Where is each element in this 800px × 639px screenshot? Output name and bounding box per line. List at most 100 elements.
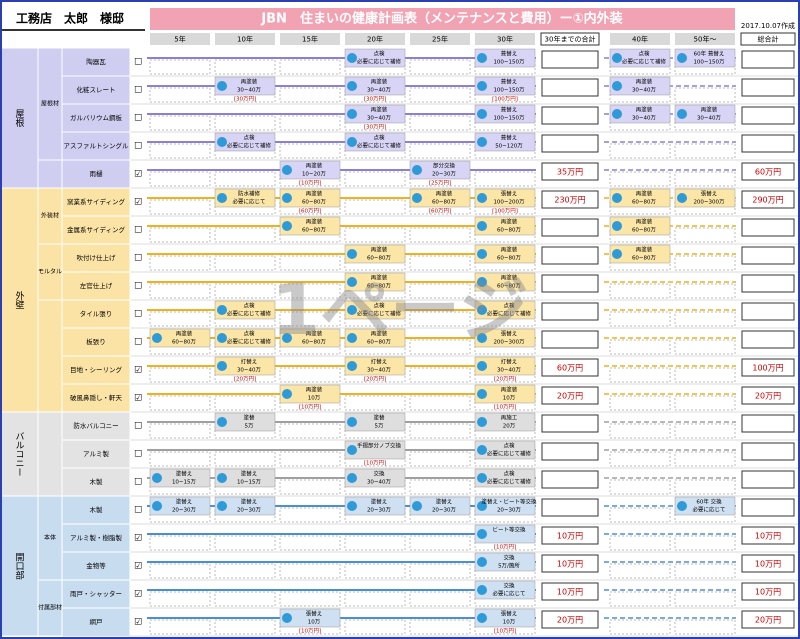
work-box: [344, 300, 406, 320]
work-box: [474, 48, 536, 68]
cell-note-box: [344, 199, 406, 215]
row-check: ☐: [134, 338, 142, 348]
sum30-box: [541, 386, 599, 405]
work: 60年 葺替え: [694, 50, 725, 58]
work-cost: 必要に応じて: [692, 506, 725, 514]
total-box: [741, 414, 795, 433]
column-header-bg: [610, 33, 670, 45]
work: 葺替え: [501, 134, 518, 142]
row-label: 窯業系サイディング: [67, 197, 126, 206]
work: 塗替: [373, 414, 385, 422]
work: 再塗装: [501, 246, 518, 254]
work-box: [344, 496, 406, 516]
row-label-bg: [61, 215, 131, 245]
cell-note-box: [409, 283, 471, 299]
work: 再塗装: [636, 190, 653, 198]
work-box: [214, 76, 276, 96]
work-icon: [477, 137, 487, 147]
sum30-box: [541, 554, 599, 573]
work: 塗替え: [436, 498, 453, 506]
cell-note-box: [609, 367, 671, 383]
total-box: [741, 610, 795, 629]
work-box: [474, 496, 536, 516]
row-label: 木製: [90, 505, 104, 514]
sum30: 10万円: [557, 532, 583, 541]
work: 部分交換: [433, 162, 456, 170]
work-note: [10万円]: [299, 180, 321, 187]
total-box: [741, 582, 795, 601]
work-cost: 60~80万: [497, 227, 522, 234]
work-cost: 30~40万: [237, 87, 262, 94]
work-box: [214, 132, 276, 152]
sum30-box: [541, 106, 599, 125]
group-bg: [37, 411, 63, 497]
work-cost: 必要に応じて補修: [357, 142, 402, 150]
work-icon: [347, 473, 357, 483]
work: 葺替え: [501, 78, 518, 86]
work-icon: [477, 417, 487, 427]
total-box: [741, 246, 795, 265]
cell-note-box: [149, 535, 211, 551]
work-cost: 30~40万: [632, 115, 657, 122]
work-box: [344, 48, 406, 68]
work: 塗替: [243, 414, 255, 422]
row-label: 金物等: [86, 561, 106, 570]
work-box: [609, 104, 671, 124]
sum30-box: [541, 50, 599, 69]
row-label-bg: [61, 607, 131, 637]
work-cost: 30~40万: [367, 367, 392, 374]
work: 塗替え: [241, 470, 258, 478]
work-note: [20万円]: [234, 376, 256, 383]
work: 塗替え: [176, 470, 193, 478]
work-cost: 30~40万: [367, 87, 392, 94]
cell-note-box: [609, 619, 671, 635]
total-box: [741, 498, 795, 517]
work: 再塗装: [636, 218, 653, 226]
total-box: [741, 386, 795, 405]
work-cost: 60~80万: [302, 227, 327, 234]
cell-note-box: [674, 591, 736, 607]
cell-note-box: [609, 451, 671, 467]
work: 再塗装: [241, 78, 258, 86]
total: 10万円: [755, 588, 781, 597]
cell-note-box: [279, 115, 341, 131]
cell-note-box: [279, 311, 341, 327]
work-icon: [477, 277, 487, 287]
cell-note-box: [279, 451, 341, 467]
work-box: [344, 328, 406, 348]
total-box: [741, 442, 795, 461]
sum30: 230万円: [554, 196, 585, 205]
cell-note-box: [674, 311, 736, 327]
work-cost: 50~120万: [495, 143, 523, 150]
work-box: [344, 132, 406, 152]
cell-note-box: [149, 311, 211, 327]
work: 張替え: [306, 610, 323, 618]
work-box: [344, 468, 406, 488]
work-cost: 30~40万: [367, 115, 392, 122]
work-icon: [282, 165, 292, 175]
work-icon: [412, 165, 422, 175]
work-box: [474, 524, 536, 544]
work: 防水補修: [238, 190, 261, 198]
column-header-bg: [475, 33, 535, 45]
work-icon: [282, 221, 292, 231]
section-label: 屋根: [14, 109, 25, 128]
work-cost: 20~30万: [367, 507, 392, 514]
cell-note-box: [409, 255, 471, 271]
work-cost: 必要に応じて: [492, 590, 525, 598]
work-box: [474, 328, 536, 348]
work-icon: [217, 473, 227, 483]
work-box: [214, 188, 276, 208]
row-label-bg: [61, 383, 131, 413]
sum30: 10万円: [557, 560, 583, 569]
cell-note-box: [149, 451, 211, 467]
column-header: 総合計: [758, 35, 779, 44]
row-label: 金属系サイディング: [67, 225, 126, 234]
work-note: [10万円]: [364, 460, 386, 467]
cell-note-box: [214, 591, 276, 607]
work-box: [609, 76, 671, 96]
total-box: [741, 78, 795, 97]
total-box: [741, 554, 795, 573]
work: 点検: [503, 442, 515, 450]
